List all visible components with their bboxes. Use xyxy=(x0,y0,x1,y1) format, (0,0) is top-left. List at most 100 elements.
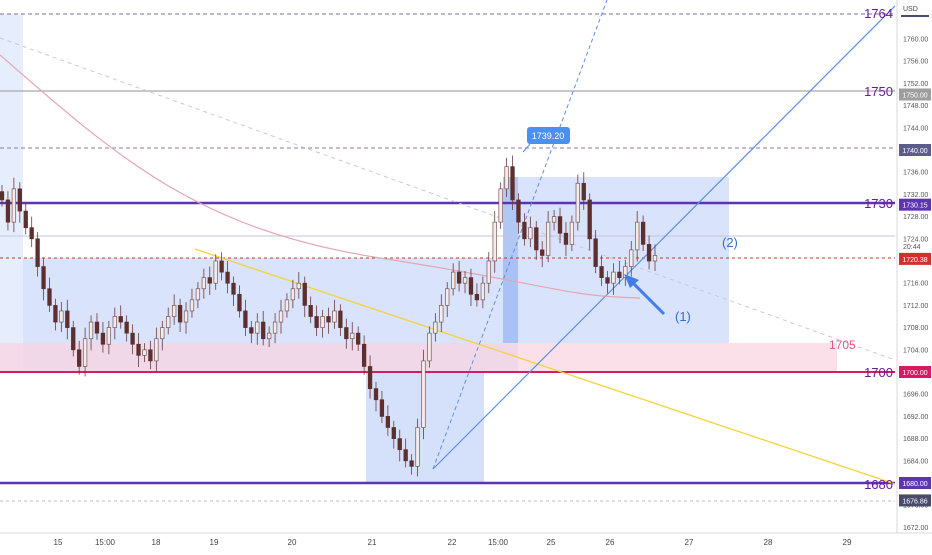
candle-body xyxy=(112,316,117,328)
candle-body xyxy=(172,305,177,317)
candle-body xyxy=(474,293,480,301)
range-box-right-edge xyxy=(503,177,518,343)
candle-body xyxy=(640,221,646,245)
price-tick-label: 1684.00 xyxy=(903,458,928,465)
candle-body xyxy=(397,438,402,451)
candle-body xyxy=(486,260,491,284)
label-1680: 1680 xyxy=(864,477,893,492)
price-badge-bg xyxy=(899,88,931,101)
price-tick-label: 1752.00 xyxy=(903,81,928,88)
label-1750: 1750 xyxy=(864,84,893,99)
candle-body xyxy=(290,288,296,301)
candle-body xyxy=(462,277,468,284)
annotation-arrowhead xyxy=(624,274,639,288)
candle-body xyxy=(629,249,634,267)
candle-body xyxy=(338,310,343,328)
price-tick-label: 1744.00 xyxy=(903,125,928,132)
candle-body xyxy=(142,349,147,356)
candle-body xyxy=(94,321,100,334)
candle-body xyxy=(308,305,313,317)
price-badge: 1700.00 xyxy=(899,366,931,378)
price-badge-bg xyxy=(899,366,931,378)
time-tick-label: 26 xyxy=(606,538,615,547)
candle-body xyxy=(409,460,414,467)
candle-body xyxy=(5,199,11,223)
candle-body xyxy=(35,238,40,267)
candle-body xyxy=(456,271,462,284)
price-badge-text: 1700.00 xyxy=(902,370,927,377)
time-tick-label: 27 xyxy=(685,538,694,547)
price-tick-label: 1712.00 xyxy=(903,303,928,310)
candle-body xyxy=(189,299,195,312)
current-time: 20:44 xyxy=(903,244,921,251)
candles xyxy=(0,155,658,477)
price-badge-bg xyxy=(899,494,931,507)
price-tick-label: 1724.00 xyxy=(903,236,928,243)
candle-body xyxy=(284,299,290,312)
time-tick-label: 28 xyxy=(764,538,773,547)
price-badge-text: 1730.15 xyxy=(902,203,927,210)
candle-body xyxy=(581,182,586,201)
candle-body xyxy=(296,282,301,290)
price-badge: 1750.00 xyxy=(899,88,931,101)
candle-body xyxy=(623,266,628,278)
price-tick-label: 1708.00 xyxy=(903,325,928,332)
candle-body xyxy=(148,349,153,362)
price-tick-label: 1760.00 xyxy=(903,37,928,44)
price-badge: 1730.15 xyxy=(899,198,931,211)
candle-body xyxy=(403,449,408,462)
time-tick-label: 22 xyxy=(448,538,457,547)
candle-body xyxy=(528,227,533,240)
candle-body xyxy=(183,310,189,323)
candle-body xyxy=(47,288,52,306)
candle-body xyxy=(504,166,509,190)
moving-average xyxy=(0,54,641,299)
candle-body xyxy=(492,221,497,262)
candle-body xyxy=(41,266,46,290)
candle-body xyxy=(136,343,141,356)
candle-body xyxy=(379,399,385,417)
candle-body xyxy=(599,266,604,278)
price-badge-text: 1720.38 xyxy=(902,257,927,264)
time-axis-bg[interactable] xyxy=(0,533,932,550)
candle-body xyxy=(344,327,349,340)
candle-body xyxy=(611,271,616,284)
time-tick-label: 19 xyxy=(210,538,219,547)
high-callout-box xyxy=(527,127,570,144)
candle-body xyxy=(249,327,254,334)
candle-body xyxy=(302,282,307,306)
price-badge-text: 1676.86 xyxy=(902,498,927,505)
candle-body xyxy=(421,360,426,428)
candle-body xyxy=(82,338,88,367)
annotation-2: (2) xyxy=(722,235,738,250)
high-callout[interactable]: 1739.20 xyxy=(522,127,570,153)
candle-body xyxy=(272,321,278,334)
candle-body xyxy=(605,277,610,284)
candle-body xyxy=(118,316,123,323)
candle-body xyxy=(367,366,373,390)
candle-body xyxy=(160,327,165,340)
zone-1705 xyxy=(0,343,837,372)
label-1730: 1730 xyxy=(864,196,893,211)
candle-body xyxy=(53,305,58,323)
time-tick-label: 25 xyxy=(547,538,556,547)
price-tick-label: 1696.00 xyxy=(903,392,928,399)
price-badge-text: 1680.00 xyxy=(902,481,927,488)
price-badge: 1676.86 xyxy=(899,494,931,507)
candle-body xyxy=(427,332,432,362)
candle-body xyxy=(261,321,266,340)
trend-blue xyxy=(432,5,896,470)
price-badge: 1720.38 xyxy=(899,252,931,265)
candle-body xyxy=(563,232,569,245)
time-tick-label: 15 xyxy=(54,538,63,547)
candle-body xyxy=(77,349,82,367)
price-badge-bg xyxy=(899,252,931,265)
candle-body xyxy=(0,191,5,201)
candle-body xyxy=(646,244,652,262)
candle-body xyxy=(575,182,580,223)
time-tick-label: 18 xyxy=(152,538,161,547)
price-tick-label: 1704.00 xyxy=(903,347,928,354)
candle-body xyxy=(106,327,112,345)
